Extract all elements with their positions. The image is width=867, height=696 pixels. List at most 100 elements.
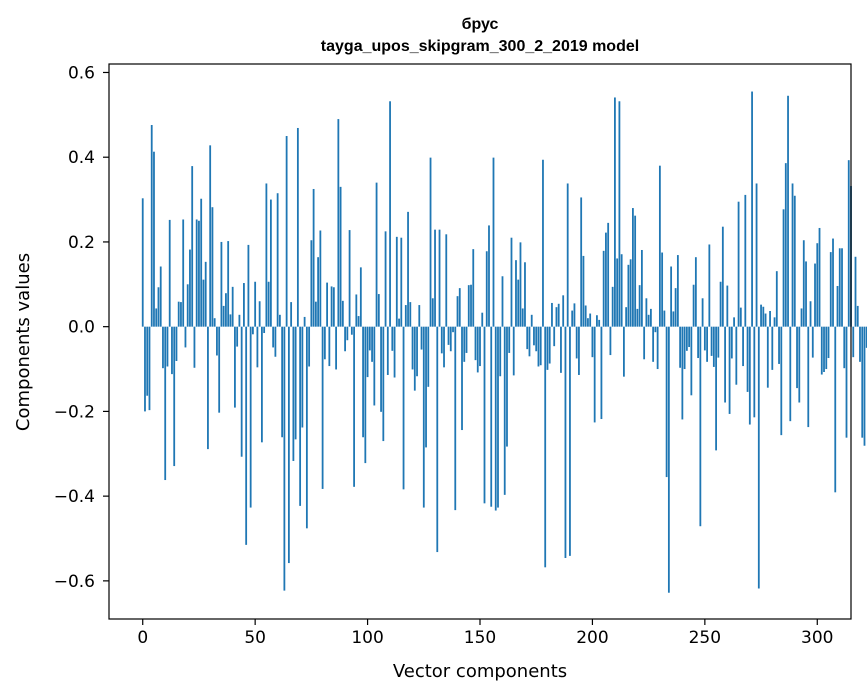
bar-component-292 <box>798 326 801 403</box>
bar-component-129 <box>431 298 434 327</box>
bar-component-164 <box>510 237 513 327</box>
bar-component-175 <box>535 326 538 352</box>
bar-component-94 <box>353 326 355 487</box>
bar-component-75 <box>310 240 313 327</box>
bar-component-89 <box>341 300 344 327</box>
bar-component-29 <box>207 326 209 450</box>
bar-component-240 <box>681 326 684 420</box>
bar-component-104 <box>375 182 378 327</box>
bar-component-49 <box>252 326 254 335</box>
bar-component-261 <box>728 326 731 414</box>
bar-component-297 <box>809 301 812 327</box>
bar-component-90 <box>344 326 346 352</box>
bar-component-10 <box>164 326 167 481</box>
bar-component-253 <box>710 326 713 356</box>
bar-component-96 <box>357 316 360 327</box>
bar-component-70 <box>299 326 302 506</box>
bar-component-68 <box>294 326 297 440</box>
bar-component-266 <box>739 307 742 327</box>
bar-component-242 <box>685 326 688 351</box>
plot-frame <box>108 63 852 620</box>
bar-component-263 <box>733 317 735 327</box>
bar-component-125 <box>422 326 425 508</box>
bar-component-51 <box>256 326 259 368</box>
bar-component-5 <box>153 151 155 327</box>
bar-component-34 <box>218 326 221 413</box>
bar-component-63 <box>283 326 286 591</box>
x-tick-label: 200 <box>576 628 608 648</box>
bar-component-17 <box>180 302 182 327</box>
bar-component-16 <box>177 301 180 327</box>
bar-component-92 <box>348 230 351 327</box>
bar-component-281 <box>773 317 776 327</box>
bar-component-74 <box>308 326 311 367</box>
bar-component-250 <box>703 326 706 351</box>
bar-component-232 <box>663 310 666 327</box>
bar-component-192 <box>573 303 576 327</box>
bar-component-201 <box>593 326 596 423</box>
bar-component-197 <box>584 305 587 327</box>
bar-component-26 <box>200 198 203 327</box>
bar-component-151 <box>481 312 484 327</box>
y-tick-label: −0.4 <box>54 487 95 507</box>
bar-component-127 <box>427 326 430 387</box>
bar-component-15 <box>175 326 178 361</box>
bar-component-306 <box>829 252 832 327</box>
bar-component-299 <box>814 263 816 327</box>
bar-component-246 <box>694 257 697 327</box>
bar-component-54 <box>263 326 266 334</box>
bar-component-284 <box>780 326 783 436</box>
bar-component-97 <box>359 267 362 327</box>
bar-component-282 <box>775 271 778 327</box>
bar-component-199 <box>589 313 592 327</box>
bar-component-309 <box>836 286 839 327</box>
bar-component-234 <box>667 326 670 593</box>
bar-component-12 <box>168 219 171 327</box>
bar-component-204 <box>600 326 603 420</box>
y-tick-label: 0.4 <box>68 148 95 168</box>
bar-component-128 <box>429 157 432 327</box>
bar-component-38 <box>227 241 230 327</box>
bar-component-181 <box>548 326 551 364</box>
bar-component-210 <box>614 97 616 327</box>
bar-component-170 <box>524 262 526 327</box>
bar-component-42 <box>236 326 239 347</box>
bar-component-73 <box>305 326 308 529</box>
bar-component-300 <box>816 243 819 327</box>
bar-component-216 <box>627 264 630 327</box>
bar-component-258 <box>721 226 724 327</box>
bar-component-220 <box>636 308 639 327</box>
bar-component-83 <box>328 326 331 367</box>
bar-component-222 <box>640 249 643 327</box>
bar-component-93 <box>350 326 353 335</box>
bar-component-228 <box>654 326 657 333</box>
bar-component-288 <box>789 326 792 422</box>
y-tick-label: 0.0 <box>68 318 95 338</box>
bar-component-167 <box>517 279 520 327</box>
bar-component-141 <box>458 288 461 327</box>
bar-component-33 <box>216 326 218 356</box>
x-tick-label: 100 <box>351 628 383 648</box>
bar-component-176 <box>537 326 540 367</box>
bar-component-275 <box>760 304 762 327</box>
bar-component-11 <box>166 326 169 367</box>
bar-component-87 <box>337 119 340 327</box>
bar-component-235 <box>670 266 673 327</box>
bar-component-183 <box>553 326 556 347</box>
bar-component-276 <box>762 306 765 327</box>
bar-component-58 <box>272 326 275 348</box>
bar-component-247 <box>697 326 699 359</box>
bar-component-290 <box>793 195 796 327</box>
bar-component-280 <box>771 326 774 370</box>
bar-component-147 <box>472 249 475 327</box>
x-axis-label: Vector components <box>393 661 567 682</box>
bar-component-22 <box>191 166 194 327</box>
bar-component-322 <box>865 326 867 348</box>
bar-component-2 <box>146 326 149 396</box>
bar-component-318 <box>856 305 859 327</box>
bar-component-244 <box>690 326 693 396</box>
bar-component-273 <box>755 183 758 327</box>
bar-series <box>141 91 867 593</box>
bar-component-208 <box>609 326 612 356</box>
bar-component-248 <box>699 326 702 527</box>
